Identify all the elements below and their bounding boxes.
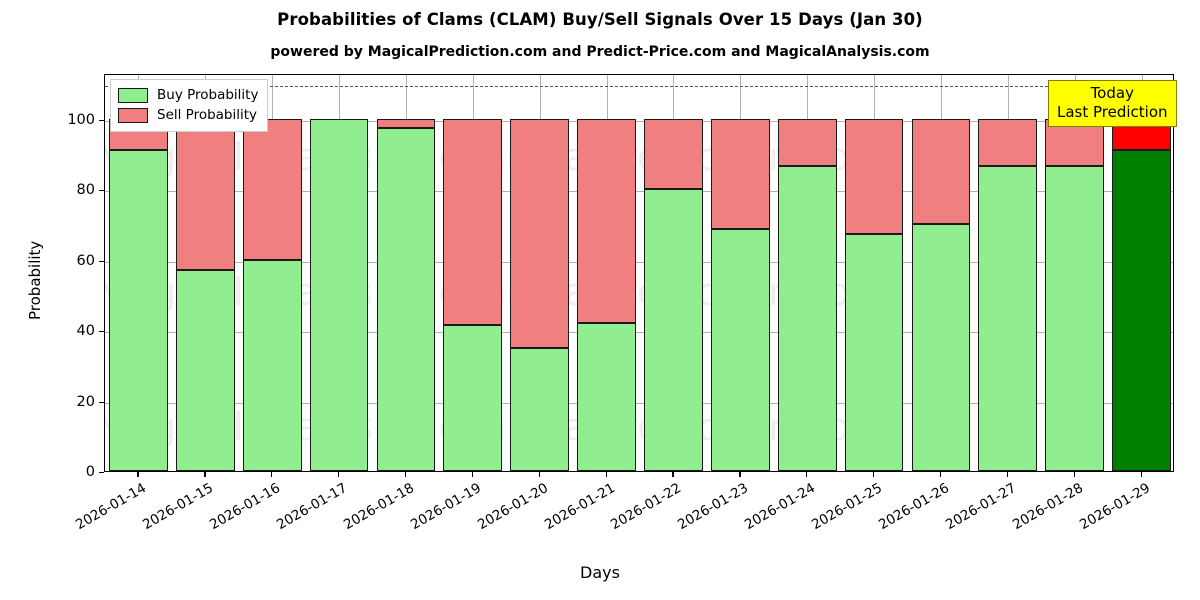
bar-segment-buy[interactable]: [376, 127, 436, 471]
bar-segment-buy[interactable]: [911, 224, 971, 471]
y-tick-label: 20: [76, 393, 95, 410]
x-tick-mark: [672, 472, 674, 477]
x-tick-mark: [605, 472, 607, 477]
bar-segment-buy[interactable]: [777, 165, 837, 471]
x-tick-mark: [404, 472, 407, 477]
x-tick-mark: [739, 472, 741, 477]
x-tick-mark: [338, 472, 340, 477]
bar-segment-buy[interactable]: [443, 324, 503, 471]
y-tick-label: 0: [85, 464, 95, 480]
bar-segment-sell[interactable]: [911, 118, 971, 225]
bar-2026-01-17[interactable]: [309, 75, 369, 471]
bar-segment-buy[interactable]: [309, 118, 369, 471]
legend-label-sell: Sell Probability: [157, 107, 258, 123]
bar-segment-sell[interactable]: [710, 118, 770, 230]
x-tick-mark: [204, 472, 206, 477]
bar-2026-01-23[interactable]: [710, 75, 770, 471]
x-tick-mark: [137, 472, 139, 477]
y-tick-label: 100: [67, 111, 95, 128]
y-gridline: [105, 191, 1173, 193]
bar-segment-buy[interactable]: [644, 189, 703, 471]
legend-label-buy: Buy Probability: [157, 87, 259, 103]
today-annotation: Today Last Prediction: [1048, 80, 1177, 127]
bar-segment-sell[interactable]: [242, 118, 302, 260]
x-tick-mark: [806, 472, 808, 477]
y-tick-mark: [99, 119, 104, 121]
bar-2026-01-24[interactable]: [777, 75, 837, 471]
x-tick-mark: [1073, 472, 1075, 477]
bar-2026-01-14[interactable]: [109, 75, 168, 471]
bar-segment-sell[interactable]: [175, 118, 235, 271]
bar-segment-sell[interactable]: [644, 118, 703, 190]
bar-2026-01-29[interactable]: [1112, 75, 1171, 471]
x-tick-mark: [1140, 472, 1142, 477]
bar-2026-01-20[interactable]: [510, 75, 570, 471]
y-gridline: [105, 120, 1173, 122]
y-tick-mark: [99, 472, 104, 474]
bar-segment-buy[interactable]: [1112, 150, 1171, 471]
legend-item-buy: Buy Probability: [118, 85, 258, 105]
x-axis-label: Days: [580, 563, 620, 582]
chart-subtitle: powered by MagicalPrediction.com and Pre…: [270, 44, 930, 60]
y-tick-mark: [99, 190, 104, 192]
y-tick-label: 80: [76, 182, 95, 199]
today-annotation-line1: Today: [1090, 84, 1134, 102]
bar-segment-sell[interactable]: [844, 118, 904, 234]
legend-item-sell: Sell Probability: [118, 105, 258, 125]
y-tick-mark: [99, 401, 104, 403]
x-tick-mark: [471, 472, 473, 477]
bar-2026-01-28[interactable]: [1045, 75, 1105, 471]
x-tick-mark: [1006, 472, 1008, 477]
y-tick-mark: [99, 260, 104, 262]
y-tick-label: 60: [76, 252, 95, 269]
bar-2026-01-19[interactable]: [443, 75, 503, 471]
bar-segment-buy[interactable]: [242, 259, 302, 471]
bar-segment-buy[interactable]: [109, 150, 168, 471]
bar-2026-01-16[interactable]: [242, 75, 302, 471]
y-tick-label: 40: [76, 323, 95, 340]
legend-swatch-buy-icon: [118, 87, 148, 103]
legend-swatch-sell-icon: [118, 107, 148, 123]
bar-segment-buy[interactable]: [577, 323, 636, 471]
y-gridline: [105, 261, 1173, 263]
reference-dashed-line: [105, 85, 1173, 87]
bar-segment-buy[interactable]: [1045, 165, 1105, 471]
bar-segment-buy[interactable]: [510, 347, 570, 471]
bar-segment-sell[interactable]: [978, 118, 1038, 166]
x-tick-mark: [873, 472, 875, 477]
y-gridline: [105, 402, 1173, 404]
bar-2026-01-18[interactable]: [376, 75, 436, 471]
bar-2026-01-26[interactable]: [911, 75, 971, 471]
y-gridline: [105, 332, 1173, 334]
bar-segment-sell[interactable]: [777, 118, 837, 166]
bar-2026-01-27[interactable]: [978, 75, 1038, 471]
bar-segment-sell[interactable]: [376, 118, 436, 128]
bar-2026-01-15[interactable]: [175, 75, 235, 471]
bar-segment-sell[interactable]: [443, 118, 503, 325]
bar-2026-01-22[interactable]: [644, 75, 703, 471]
chart-legend: Buy Probability Sell Probability: [110, 79, 269, 132]
bar-segment-sell[interactable]: [577, 118, 636, 324]
x-tick-mark: [939, 472, 942, 477]
page-title: Probabilities of Clams (CLAM) Buy/Sell S…: [277, 10, 923, 29]
bar-2026-01-25[interactable]: [844, 75, 904, 471]
y-tick-mark: [99, 331, 104, 333]
x-tick-mark: [538, 472, 540, 477]
plot-area: MagicalAnalysis.comMagicalPrediction.com…: [104, 74, 1174, 472]
bar-segment-sell[interactable]: [510, 118, 570, 348]
x-tick-mark: [271, 472, 273, 477]
today-annotation-line2: Last Prediction: [1057, 103, 1168, 121]
bar-2026-01-21[interactable]: [577, 75, 636, 471]
bar-segment-buy[interactable]: [978, 165, 1038, 471]
bar-segment-buy[interactable]: [710, 229, 770, 471]
bar-segment-buy[interactable]: [175, 270, 235, 471]
bar-segment-buy[interactable]: [844, 233, 904, 471]
